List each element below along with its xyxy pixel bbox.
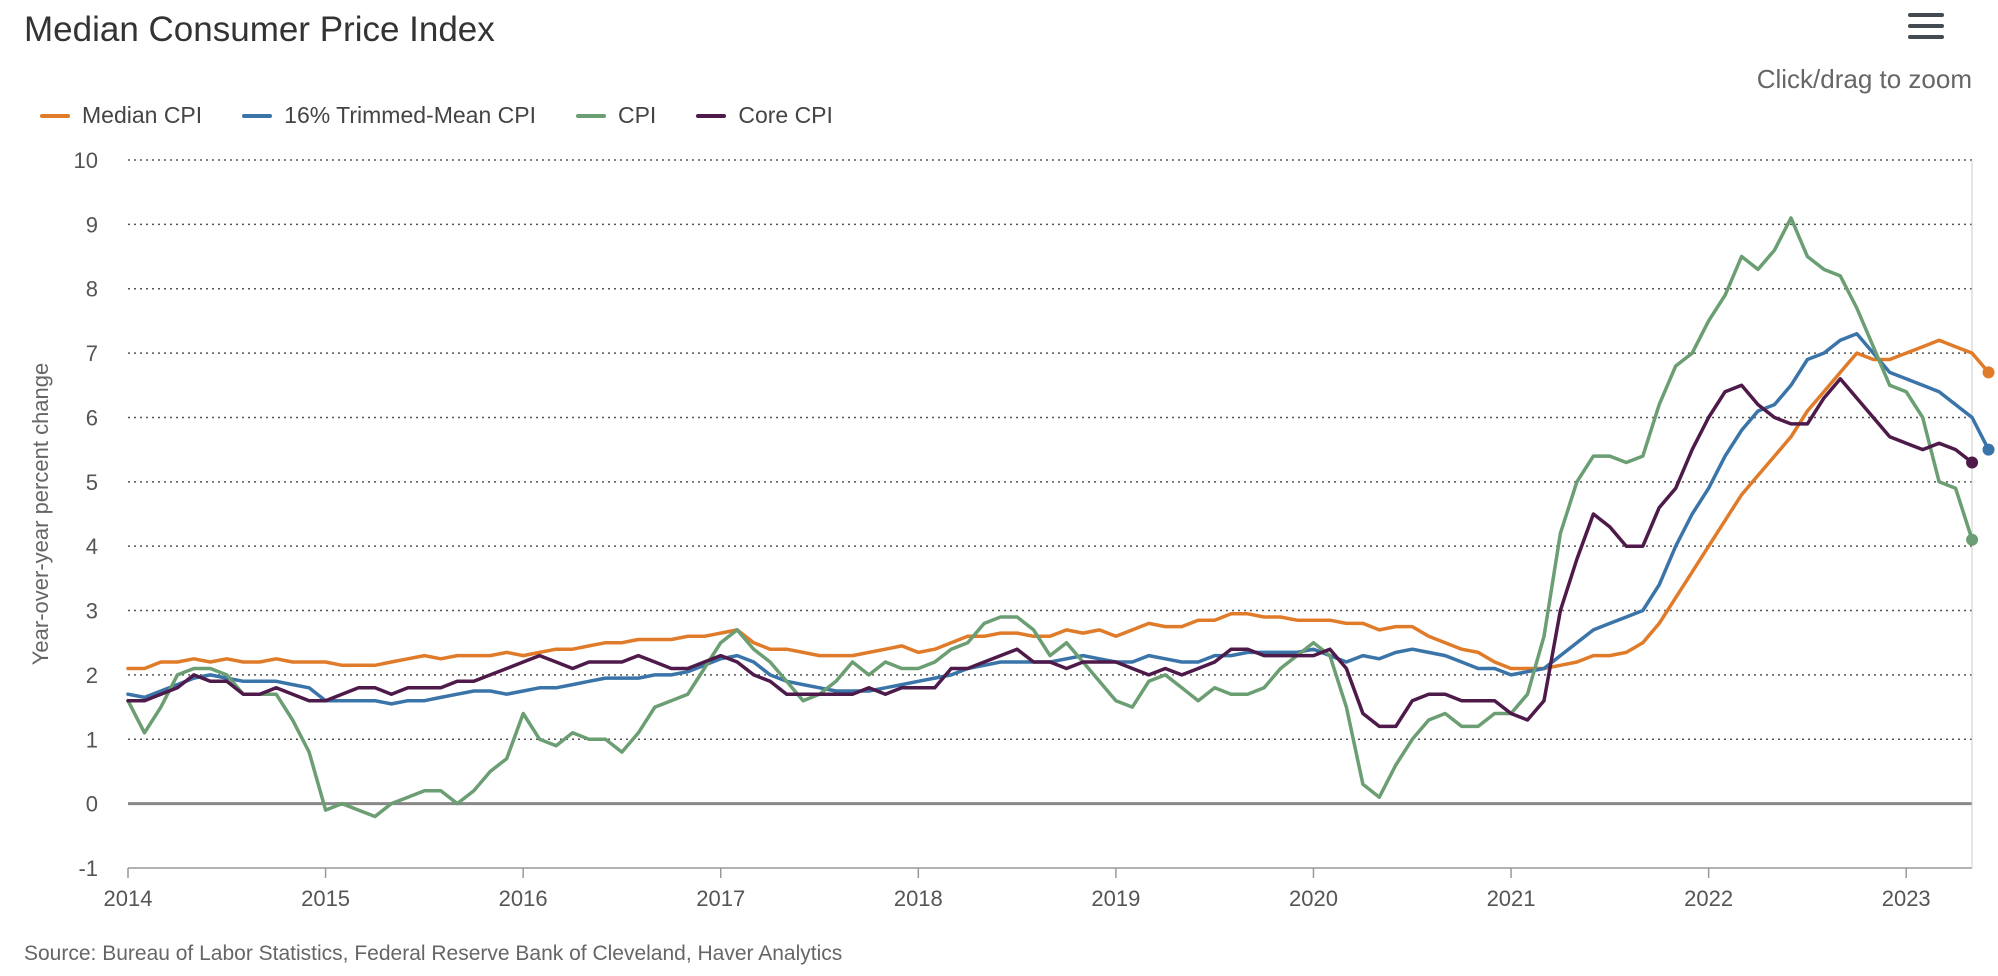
y-tick-label: 2 <box>86 663 98 688</box>
x-tick-label: 2015 <box>301 886 350 911</box>
y-tick-label: 7 <box>86 341 98 366</box>
y-tick-label: 9 <box>86 212 98 237</box>
x-tick-label: 2023 <box>1882 886 1931 911</box>
legend-label: Core CPI <box>738 102 833 128</box>
series-line-3 <box>126 377 1974 729</box>
legend-swatch <box>40 113 70 118</box>
y-tick-label: 4 <box>86 534 98 559</box>
x-tick-label: 2021 <box>1487 886 1536 911</box>
x-tick-label: 2017 <box>696 886 745 911</box>
chart-legend: Median CPI 16% Trimmed-Mean CPI CPI Core… <box>40 102 873 129</box>
source-note: Source: Bureau of Labor Statistics, Fede… <box>24 942 843 965</box>
y-axis-title: Year-over-year percent change <box>28 363 53 665</box>
series-end-marker-3 <box>1966 456 1979 469</box>
legend-item-trimmed-mean-cpi[interactable]: 16% Trimmed-Mean CPI <box>242 102 536 129</box>
chart-plot-area[interactable]: -1 0 1 2 3 4 5 6 7 8 9 10 2014 2015 2016 2017 2018 2019 20… <box>0 0 1998 930</box>
hamburger-menu-icon[interactable] <box>1904 10 1948 48</box>
y-tick-label: 6 <box>86 405 98 430</box>
series-end-marker-1 <box>1982 443 1995 456</box>
x-tick-label: 2020 <box>1289 886 1338 911</box>
y-tick-label: 3 <box>86 599 98 624</box>
legend-item-median-cpi[interactable]: Median CPI <box>40 102 202 129</box>
series-line-2 <box>126 216 1974 819</box>
legend-swatch <box>575 113 606 118</box>
series-end-marker-2 <box>1966 533 1979 546</box>
y-tick-label: -1 <box>78 856 98 881</box>
legend-swatch <box>696 113 727 118</box>
zoom-hint: Click/drag to zoom <box>1756 64 1972 94</box>
y-tick-label: 5 <box>86 470 98 495</box>
legend-item-cpi[interactable]: CPI <box>575 102 657 129</box>
x-tick-label: 2016 <box>499 886 548 911</box>
series-end-marker-0 <box>1982 366 1995 379</box>
legend-label: CPI <box>617 102 657 128</box>
legend-item-core-cpi[interactable]: Core CPI <box>696 102 833 129</box>
series-line-1 <box>126 332 1991 706</box>
y-tick-label: 0 <box>86 792 98 817</box>
x-tick-label: 2018 <box>894 886 943 911</box>
y-tick-label: 10 <box>74 148 98 173</box>
y-tick-label: 1 <box>86 727 98 752</box>
x-tick-label: 2014 <box>104 886 153 911</box>
x-tick-label: 2019 <box>1091 886 1140 911</box>
legend-label: 16% Trimmed-Mean CPI <box>284 102 536 128</box>
legend-label: Median CPI <box>82 102 203 128</box>
series-line-0 <box>126 338 1991 671</box>
y-tick-label: 8 <box>86 277 98 302</box>
legend-swatch <box>242 113 273 118</box>
page-title: Median Consumer Price Index <box>24 10 495 49</box>
x-tick-label: 2022 <box>1684 886 1733 911</box>
